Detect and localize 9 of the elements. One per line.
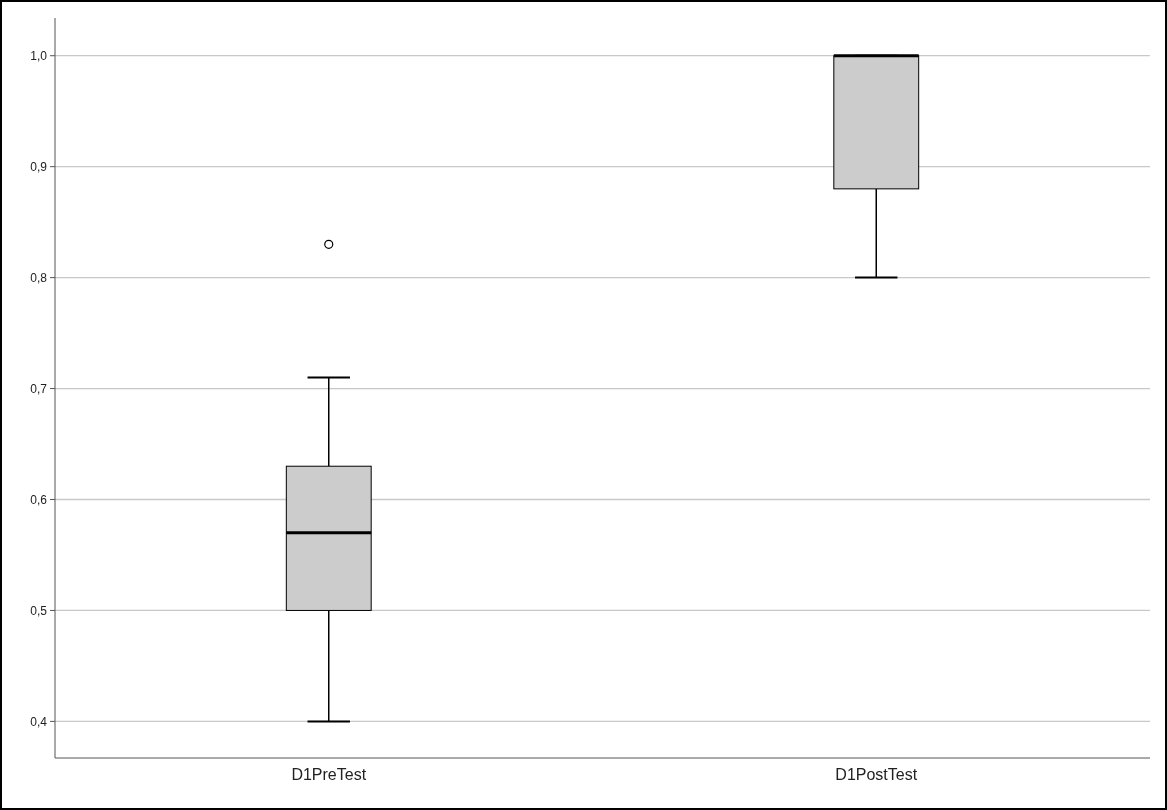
y-tick-label: 0,4 (30, 714, 48, 729)
y-tick-label: 0,7 (30, 381, 48, 396)
y-tick-label: 0,9 (30, 159, 48, 174)
x-tick-label: D1PreTest (291, 766, 367, 783)
x-tick-label: D1PostTest (835, 766, 918, 783)
y-tick-label: 0,6 (30, 492, 48, 507)
y-tick-label: 0,5 (30, 603, 48, 618)
y-tick-label: 1,0 (30, 48, 48, 63)
y-tick-label: 0,8 (30, 270, 48, 285)
